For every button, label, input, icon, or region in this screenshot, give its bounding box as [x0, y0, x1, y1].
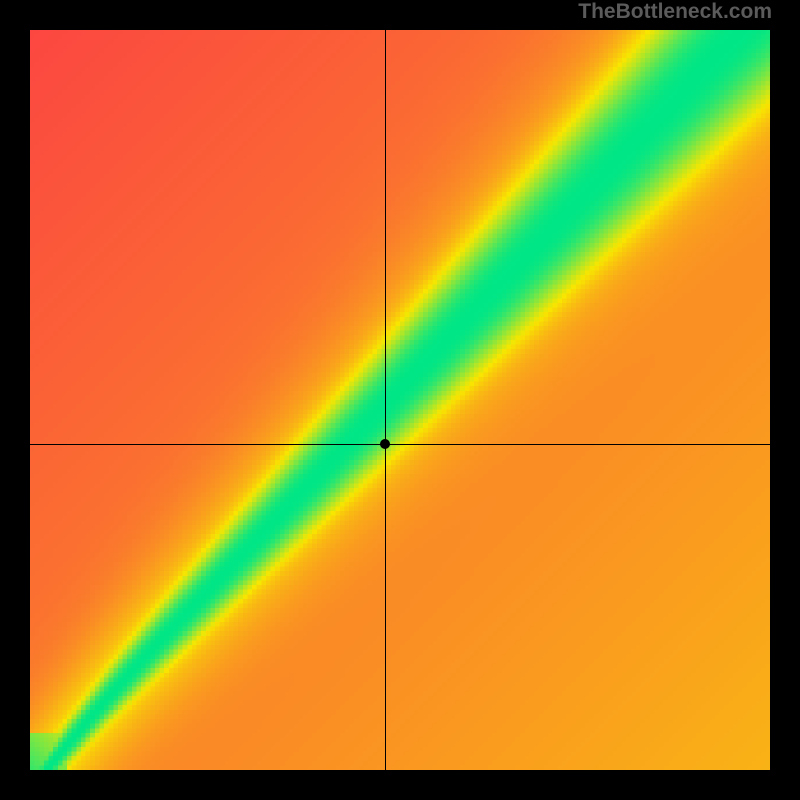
heatmap-plot [30, 30, 770, 770]
attribution-text: TheBottleneck.com [578, 0, 772, 24]
heatmap-canvas [30, 30, 770, 770]
